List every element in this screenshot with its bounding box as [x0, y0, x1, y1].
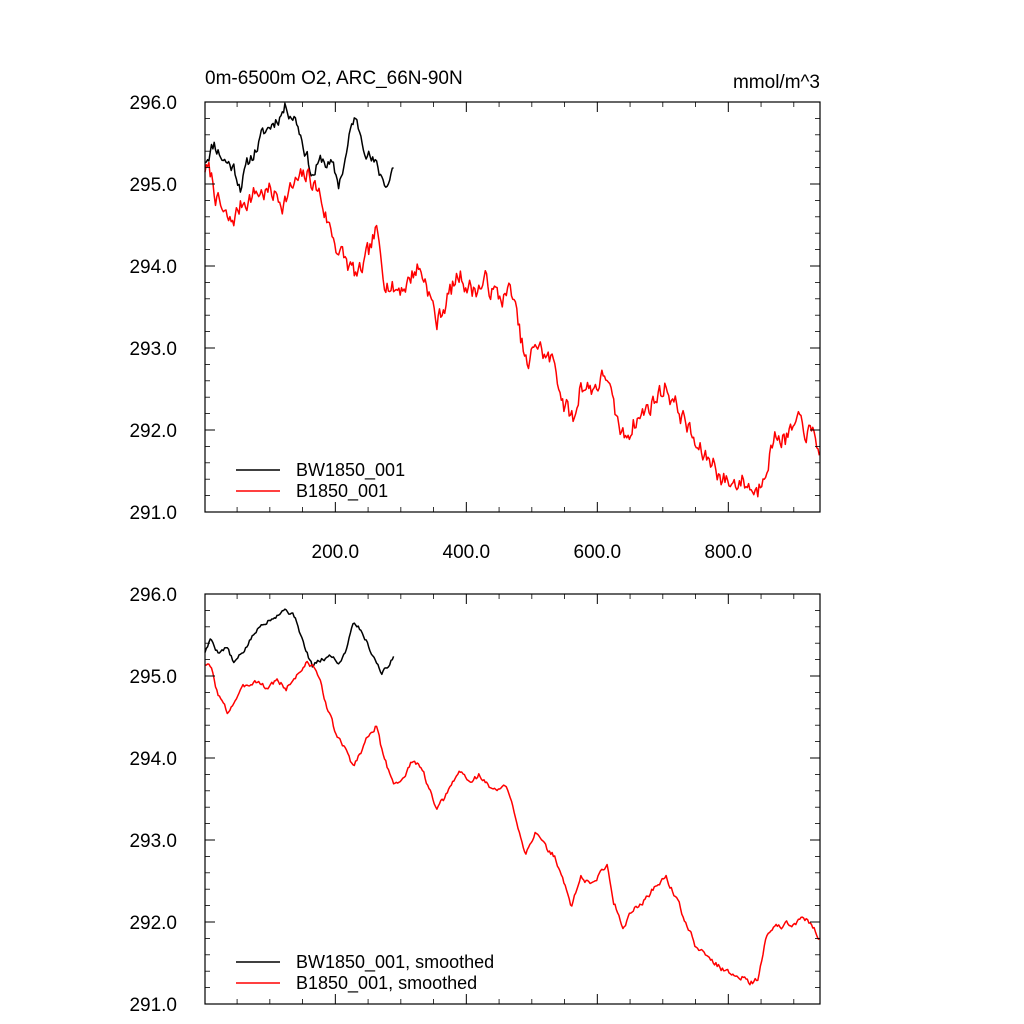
legend: BW1850_001, smoothed B1850_001, smoothed	[236, 952, 494, 994]
legend: BW1850_001 B1850_001	[236, 460, 405, 502]
legend-label-bw1850-smoothed: BW1850_001, smoothed	[296, 952, 494, 973]
y-tick-label: 295.0	[129, 175, 177, 196]
series-layer	[204, 608, 820, 986]
series-line-1	[204, 161, 821, 498]
y-tick-label: 295.0	[129, 667, 177, 688]
top-panel: 0m-6500m O2, ARC_66N-90N mmol/m^3 291.02…	[129, 68, 821, 563]
legend-label-b1850: B1850_001	[296, 481, 388, 502]
y-tick-label: 293.0	[129, 339, 177, 360]
y-tick-label: 293.0	[129, 831, 177, 852]
y-tick-label: 291.0	[129, 503, 177, 524]
legend-label-b1850-smoothed: B1850_001, smoothed	[296, 973, 477, 994]
y-tick-label: 291.0	[129, 995, 177, 1016]
x-tick-label: 800.0	[705, 542, 753, 563]
y-tick-label: 292.0	[129, 913, 177, 934]
series-line-1	[204, 660, 820, 986]
legend-label-bw1850: BW1850_001	[296, 460, 405, 481]
y-tick-label: 294.0	[129, 749, 177, 770]
x-tick-label: 400.0	[443, 542, 491, 563]
y-tick-label: 292.0	[129, 421, 177, 442]
plot-frame	[204, 101, 821, 513]
y-tick-label: 296.0	[129, 93, 177, 114]
units-label: mmol/m^3	[733, 72, 820, 93]
y-tick-label: 296.0	[129, 585, 177, 606]
tick-layer: 291.0 292.0 293.0 294.0 295.0 296.0	[129, 585, 820, 1016]
bottom-panel: 291.0 292.0 293.0 294.0 295.0 296.0 BW1850_00…	[129, 585, 821, 1016]
tick-layer: 291.0 292.0 293.0 294.0 295.0 296.0 200.0 400.0…	[129, 93, 820, 563]
panel-title: 0m-6500m O2, ARC_66N-90N	[205, 68, 463, 89]
x-tick-label: 600.0	[574, 542, 622, 563]
series-line-0	[204, 608, 395, 676]
series-layer	[204, 102, 821, 498]
x-tick-label: 200.0	[312, 542, 360, 563]
plot-frame	[204, 593, 821, 1005]
y-tick-label: 294.0	[129, 257, 177, 278]
series-line-0	[204, 102, 394, 193]
